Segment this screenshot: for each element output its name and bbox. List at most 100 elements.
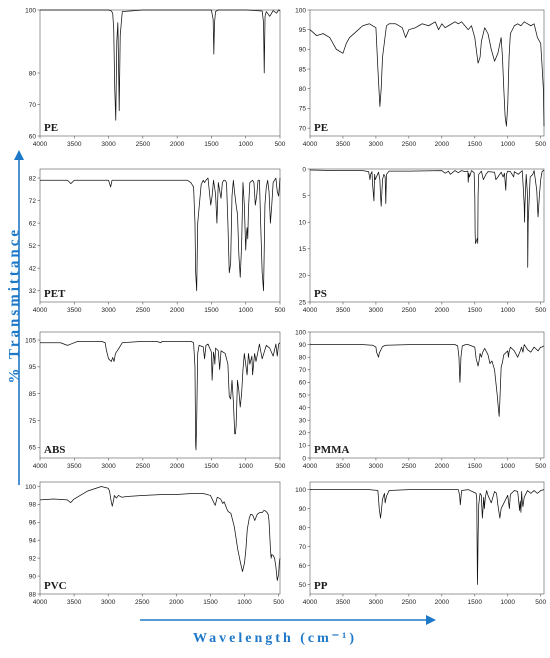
y-tick-label: 0 [302,166,306,173]
x-tick-label: 500 [535,599,546,606]
x-tick-label: 3500 [336,307,351,314]
y-tick-label: 80 [299,525,307,532]
y-tick-label: 80 [299,86,307,93]
x-tick-label: 4000 [33,141,48,148]
y-tick-label: 50 [299,582,307,589]
y-tick-label: 100 [25,484,36,491]
x-tick-label: 1500 [468,463,483,470]
polymer-label: PS [314,288,327,300]
y-tick-label: 52 [29,243,37,250]
plot-frame [39,331,281,459]
y-tick-label: 20 [299,273,307,280]
x-tick-label: 4000 [33,463,48,470]
x-tick-label: 2500 [135,599,150,606]
x-tick-label: 3000 [369,599,384,606]
y-tick-label: 85 [299,66,307,73]
y-tick-label: 5 [302,193,306,200]
x-tick-label: 1000 [501,463,516,470]
x-tick-label: 1500 [468,141,483,148]
plot-frame [309,481,545,595]
pvc-spectrum-panel: 4000 3500 3000 2500 2000 1500 1000 500 88 90 92 94 9… [25,481,284,606]
y-axis-title: % Transmittance [6,226,23,384]
x-tick-label: 500 [535,141,546,148]
spectrum-line-ps [309,169,545,268]
polymer-label: ABS [44,444,65,456]
y-tick-label: 94 [29,538,37,545]
x-axis-title: Wavelength (cm⁻¹) [192,631,358,646]
x-tick-label: 4000 [303,307,318,314]
x-tick-label: 2500 [402,141,417,148]
x-tick-label: 2500 [136,141,151,148]
y-tick-label: 0 [302,455,306,462]
y-tick-label: 95 [299,27,307,34]
x-tick-label: 4000 [33,599,48,606]
x-tick-label: 2500 [402,463,417,470]
x-tick-label: 3500 [336,141,351,148]
x-tick-label: 1500 [203,599,218,606]
x-tick-label: 2000 [435,141,450,148]
y-tick-label: 10 [299,443,307,450]
pmma-spectrum-panel: 4000 3500 3000 2500 2000 1500 1000 500 0 10 20 30 40… [295,329,546,470]
x-axis-arrow [140,615,436,625]
plot-frame [39,168,281,303]
y-tick-label: 72 [29,198,37,205]
y-tick-label: 42 [29,265,37,272]
x-tick-label: 500 [275,307,286,314]
x-tick-label: 2000 [435,463,450,470]
x-tick-label: 2000 [170,463,185,470]
y-tick-label: 98 [29,502,37,509]
y-tick-label: 85 [29,391,37,398]
x-tick-label: 4000 [303,141,318,148]
y-tick-label: 10 [299,220,307,227]
x-tick-label: 2000 [169,599,184,606]
y-tick-label: 82 [29,175,37,182]
x-tick-label: 1000 [501,599,516,606]
y-tick-label: 90 [29,573,37,580]
x-tick-label: 1000 [238,463,253,470]
y-tick-label: 60 [299,380,307,387]
plot-frame [39,481,281,595]
y-tick-label: 70 [299,544,307,551]
spectrum-line-pvc [39,486,281,581]
y-tick-label: 75 [29,418,37,425]
x-tick-label: 500 [535,307,546,314]
x-tick-label: 3000 [101,141,116,148]
y-tick-label: 95 [29,364,37,371]
x-tick-label: 1500 [204,141,219,148]
y-tick-label: 96 [29,520,37,527]
y-tick-label: 65 [29,445,37,452]
spectrum-line-pe [309,21,545,127]
x-tick-label: 1000 [501,307,516,314]
polymer-label: PMMA [314,444,349,456]
x-tick-label: 3500 [336,463,351,470]
spectrum-line-pp [310,489,545,585]
y-tick-label: 40 [299,405,307,412]
y-tick-label: 90 [299,47,307,54]
x-tick-label: 4000 [33,307,48,314]
abs-spectrum-panel: 4000 3500 3000 2500 2000 1500 1000 500 65 75 85 95 1… [25,331,286,470]
y-tick-label: 62 [29,220,37,227]
polymer-label: PE [314,122,328,134]
pp-spectrum-panel: 4000 3500 3000 2500 2000 1500 1000 500 50 60 70 80 9… [295,481,547,606]
x-tick-label: 1500 [204,307,219,314]
y-tick-label: 32 [29,288,37,295]
y-tick-label: 92 [29,555,37,562]
y-tick-label: 90 [299,506,307,513]
polymer-label: PE [44,122,58,134]
x-tick-label: 4000 [303,599,318,606]
pe-spectrum-panel-left: 4000 3500 3000 2500 2000 1500 1000 500 60 70 80 100… [25,7,286,148]
x-tick-label: 3500 [67,141,82,148]
x-tick-label: 500 [275,141,286,148]
x-tick-label: 3500 [67,463,82,470]
y-tick-label: 80 [29,70,37,77]
y-tick-label: 30 [299,418,307,425]
y-tick-label: 88 [29,591,37,598]
spectrum-line-pmma [310,344,545,417]
plot-frame [309,9,545,137]
y-tick-label: 100 [295,7,306,14]
pet-spectrum-panel: 4000 3500 3000 2500 2000 1500 1000 500 32 42 52 62 7… [29,168,286,314]
spectrum-line-abs [40,341,281,451]
x-tick-label: 1000 [501,141,516,148]
x-tick-label: 3000 [101,307,116,314]
